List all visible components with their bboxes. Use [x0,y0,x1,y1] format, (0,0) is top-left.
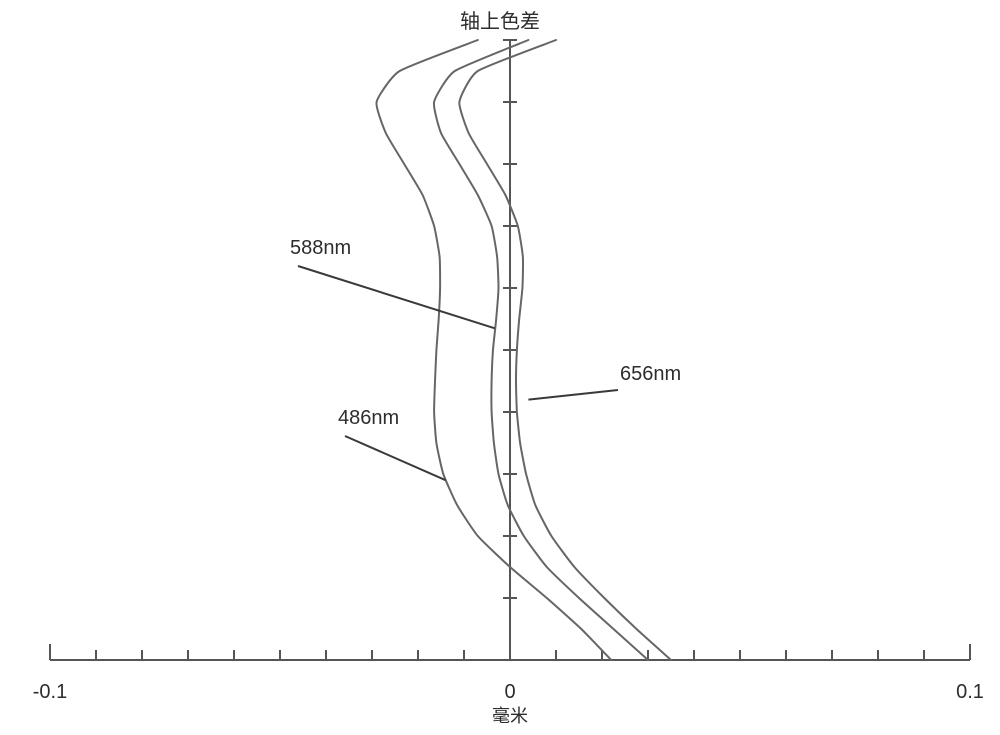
x-axis-label: 毫米 [492,706,528,726]
x-tick-label: 0 [504,681,515,703]
chart-container: -0.1 0 0.1 毫米 轴上色差 588nm 486nm 656nm [0,0,1000,735]
x-tick-label: -0.1 [33,681,67,703]
callout-label-656nm: 656nm [620,363,681,385]
callout-label-486nm: 486nm [338,407,399,429]
chart-title: 轴上色差 [460,10,540,33]
x-tick-label: 0.1 [956,681,984,703]
chart-background [0,0,1000,735]
chart-svg: -0.1 0 0.1 毫米 轴上色差 588nm 486nm 656nm [0,0,1000,735]
callout-label-588nm: 588nm [290,237,351,259]
